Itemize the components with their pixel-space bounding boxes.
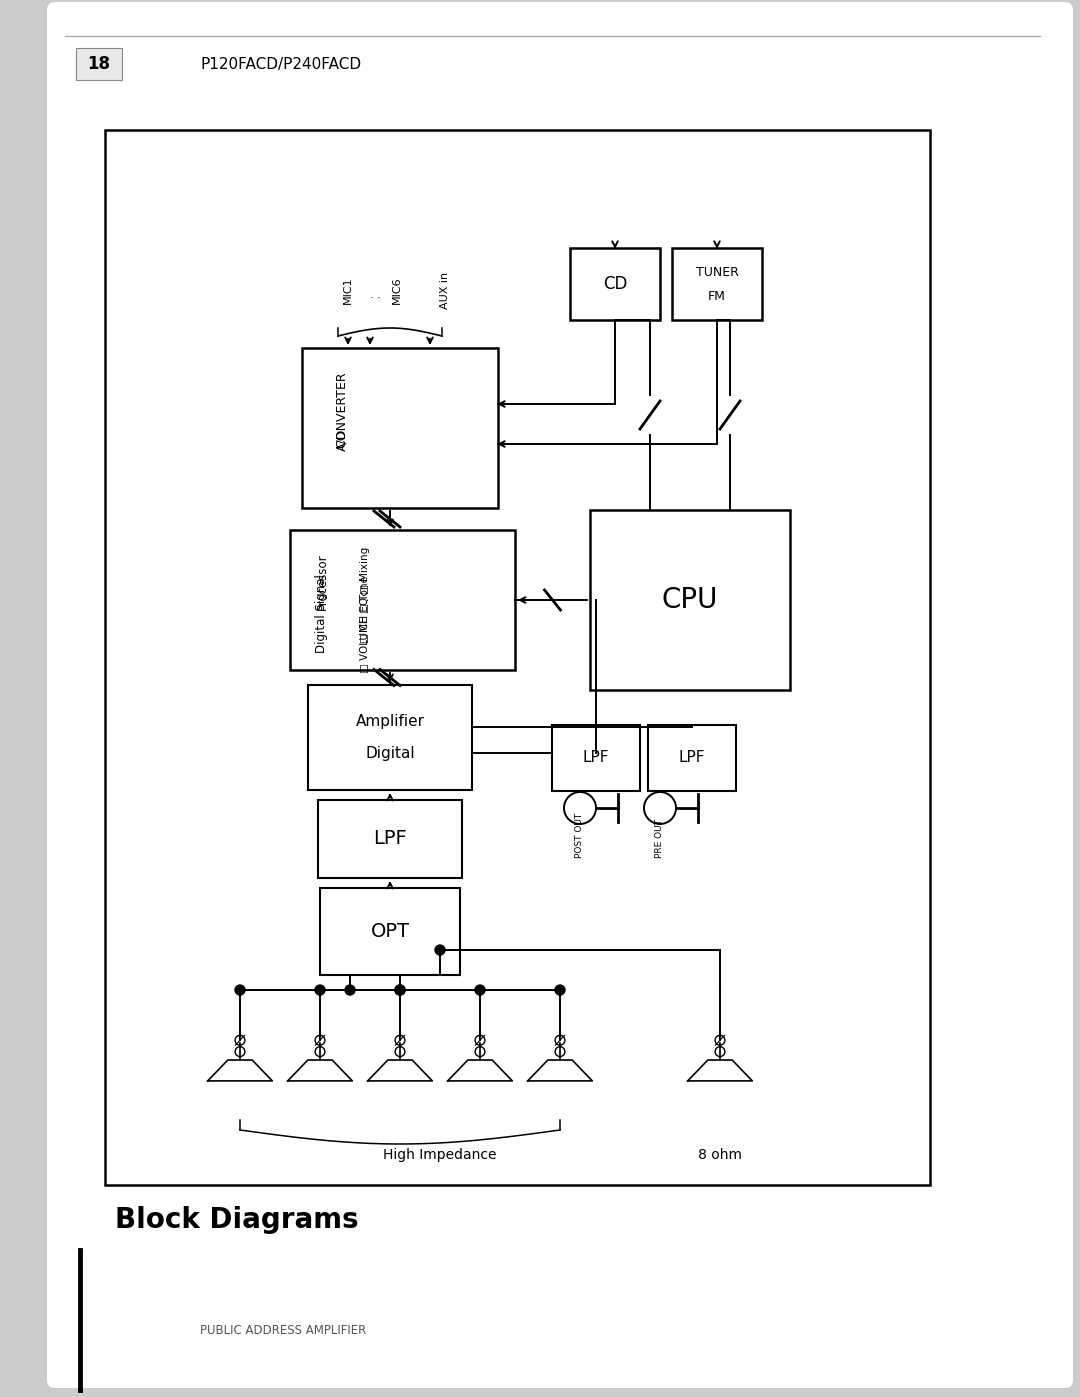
Text: □ CH EQ: □ CH EQ bbox=[360, 597, 370, 643]
Polygon shape bbox=[528, 1060, 592, 1081]
Text: P120FACD/P240FACD: P120FACD/P240FACD bbox=[200, 56, 361, 71]
Circle shape bbox=[395, 985, 405, 995]
Text: PUBLIC ADDRESS AMPLIFIER: PUBLIC ADDRESS AMPLIFIER bbox=[200, 1323, 366, 1337]
Text: AUX in: AUX in bbox=[440, 271, 450, 309]
FancyBboxPatch shape bbox=[76, 47, 122, 80]
Polygon shape bbox=[367, 1060, 432, 1081]
Text: CONVERTER: CONVERTER bbox=[336, 372, 349, 448]
Circle shape bbox=[395, 985, 405, 995]
Polygon shape bbox=[688, 1060, 753, 1081]
Text: LPF: LPF bbox=[678, 750, 705, 766]
Bar bbox=[672, 249, 762, 320]
Polygon shape bbox=[448, 1060, 512, 1081]
Text: Digital: Digital bbox=[365, 746, 415, 761]
Circle shape bbox=[235, 985, 245, 995]
Bar bbox=[302, 348, 498, 509]
Text: POST OUT: POST OUT bbox=[576, 813, 584, 858]
Circle shape bbox=[435, 944, 445, 956]
Circle shape bbox=[475, 985, 485, 995]
Text: FM: FM bbox=[708, 289, 726, 303]
Text: □ Mixing: □ Mixing bbox=[360, 546, 370, 594]
Text: . .: . . bbox=[369, 291, 380, 300]
Text: PRE OUT: PRE OUT bbox=[656, 819, 664, 858]
Text: LPF: LPF bbox=[583, 750, 609, 766]
Bar bbox=[552, 725, 640, 791]
Text: □ VOLUME: □ VOLUME bbox=[360, 617, 370, 673]
Bar bbox=[590, 510, 789, 690]
Text: MIC1: MIC1 bbox=[343, 277, 353, 303]
Text: Block Diagrams: Block Diagrams bbox=[114, 1206, 359, 1234]
FancyBboxPatch shape bbox=[48, 1, 1074, 1389]
Text: TUNER: TUNER bbox=[696, 265, 739, 278]
Text: LPF: LPF bbox=[373, 830, 407, 848]
Text: A/D: A/D bbox=[336, 429, 349, 451]
Circle shape bbox=[315, 985, 325, 995]
Polygon shape bbox=[207, 1060, 272, 1081]
Text: OPT: OPT bbox=[370, 922, 409, 942]
Text: MIC6: MIC6 bbox=[392, 277, 402, 303]
Text: CD: CD bbox=[603, 275, 627, 293]
Bar bbox=[105, 130, 930, 1185]
Bar bbox=[648, 725, 735, 791]
Bar bbox=[308, 685, 472, 789]
Text: CPU: CPU bbox=[662, 585, 718, 615]
Text: Digital Signal: Digital Signal bbox=[315, 574, 328, 654]
Text: 18: 18 bbox=[87, 54, 110, 73]
Bar bbox=[570, 249, 660, 320]
Circle shape bbox=[555, 985, 565, 995]
Text: Amplifier: Amplifier bbox=[355, 714, 424, 729]
Text: Processor: Processor bbox=[315, 553, 328, 610]
Circle shape bbox=[345, 985, 355, 995]
Bar bbox=[291, 529, 515, 671]
Text: □ Tone: □ Tone bbox=[360, 577, 370, 613]
Text: 8 ohm: 8 ohm bbox=[698, 1148, 742, 1162]
Polygon shape bbox=[287, 1060, 352, 1081]
Bar bbox=[318, 800, 462, 877]
Bar bbox=[320, 888, 460, 975]
Text: High Impedance: High Impedance bbox=[383, 1148, 497, 1162]
